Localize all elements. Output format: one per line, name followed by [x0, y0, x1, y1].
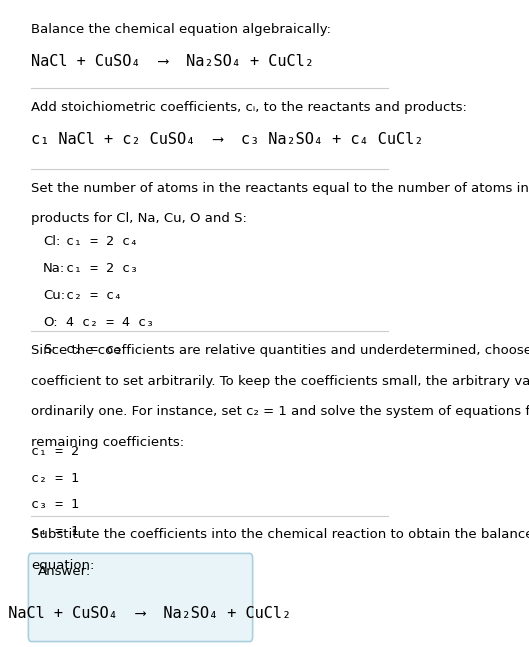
- Text: S:: S:: [43, 343, 56, 356]
- Text: Cu:: Cu:: [43, 289, 65, 302]
- Text: remaining coefficients:: remaining coefficients:: [31, 436, 185, 449]
- Text: equation:: equation:: [31, 558, 95, 571]
- Text: c₁ = 2 c₄: c₁ = 2 c₄: [66, 236, 138, 248]
- Text: Since the coefficients are relative quantities and underdetermined, choose a: Since the coefficients are relative quan…: [31, 344, 529, 357]
- Text: c₁ = 2 c₃: c₁ = 2 c₃: [66, 262, 138, 275]
- Text: Balance the chemical equation algebraically:: Balance the chemical equation algebraica…: [31, 23, 331, 36]
- FancyBboxPatch shape: [29, 553, 253, 642]
- Text: Substitute the coefficients into the chemical reaction to obtain the balanced: Substitute the coefficients into the che…: [31, 528, 529, 541]
- Text: Na:: Na:: [43, 262, 65, 275]
- Text: NaCl + CuSO₄  ⟶  Na₂SO₄ + CuCl₂: NaCl + CuSO₄ ⟶ Na₂SO₄ + CuCl₂: [31, 54, 314, 69]
- Text: c₂ = c₃: c₂ = c₃: [66, 343, 122, 356]
- Text: Cl:: Cl:: [43, 236, 60, 248]
- Text: c₂ = 1: c₂ = 1: [31, 472, 79, 485]
- Text: c₁ = 2: c₁ = 2: [31, 445, 79, 458]
- Text: Set the number of atoms in the reactants equal to the number of atoms in the: Set the number of atoms in the reactants…: [31, 182, 529, 195]
- Text: ordinarily one. For instance, set c₂ = 1 and solve the system of equations for t: ordinarily one. For instance, set c₂ = 1…: [31, 405, 529, 418]
- Text: c₁ NaCl + c₂ CuSO₄  ⟶  c₃ Na₂SO₄ + c₄ CuCl₂: c₁ NaCl + c₂ CuSO₄ ⟶ c₃ Na₂SO₄ + c₄ CuCl…: [31, 132, 424, 147]
- Text: c₂ = c₄: c₂ = c₄: [66, 289, 122, 302]
- Text: c₄ = 1: c₄ = 1: [31, 525, 79, 538]
- Text: 2 NaCl + CuSO₄  ⟶  Na₂SO₄ + CuCl₂: 2 NaCl + CuSO₄ ⟶ Na₂SO₄ + CuCl₂: [0, 606, 291, 620]
- Text: coefficient to set arbitrarily. To keep the coefficients small, the arbitrary va: coefficient to set arbitrarily. To keep …: [31, 375, 529, 388]
- Text: O:: O:: [43, 316, 58, 329]
- Text: c₃ = 1: c₃ = 1: [31, 498, 79, 512]
- Text: products for Cl, Na, Cu, O and S:: products for Cl, Na, Cu, O and S:: [31, 212, 247, 225]
- Text: Answer:: Answer:: [38, 565, 91, 578]
- Text: 4 c₂ = 4 c₃: 4 c₂ = 4 c₃: [66, 316, 154, 329]
- Text: Add stoichiometric coefficients, cᵢ, to the reactants and products:: Add stoichiometric coefficients, cᵢ, to …: [31, 101, 467, 115]
